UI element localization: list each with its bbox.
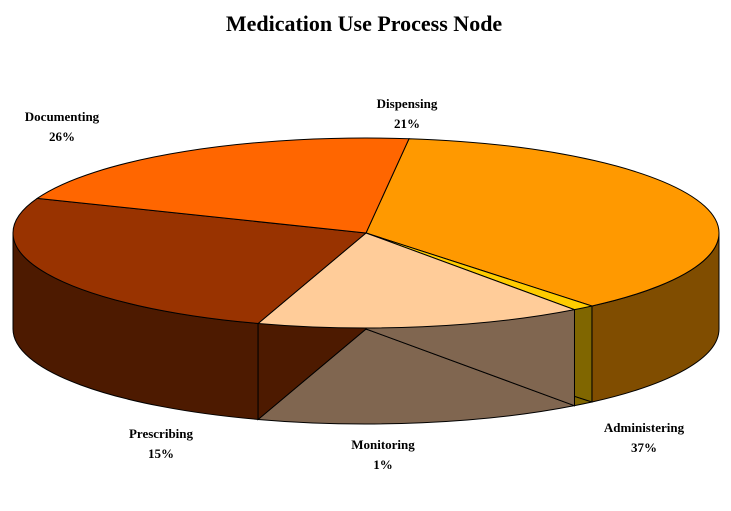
slice-label-documenting: Documenting: [25, 109, 100, 124]
slice-percent-prescribing: 15%: [148, 446, 174, 461]
slice-label-administering: Administering: [604, 420, 685, 435]
pie-slice-documenting: [12, 197, 368, 324]
pie-tops: [12, 137, 720, 329]
slice-percent-monitoring: 1%: [373, 457, 393, 472]
chart-title: Medication Use Process Node: [226, 11, 503, 36]
slice-percent-dispensing: 21%: [394, 116, 420, 131]
pie-slice-administering: [365, 138, 720, 307]
slice-labels: Administering 37% Monitoring 1% Prescribing 1…: [25, 96, 685, 472]
slice-percent-administering: 37%: [631, 440, 657, 455]
slice-label-monitoring: Monitoring: [351, 437, 415, 452]
slice-label-prescribing: Prescribing: [129, 426, 194, 441]
pie-slice-prescribing: [256, 232, 577, 329]
slice-percent-documenting: 26%: [49, 129, 75, 144]
pie-slice-dispensing: [35, 137, 410, 234]
slice-label-dispensing: Dispensing: [377, 96, 438, 111]
